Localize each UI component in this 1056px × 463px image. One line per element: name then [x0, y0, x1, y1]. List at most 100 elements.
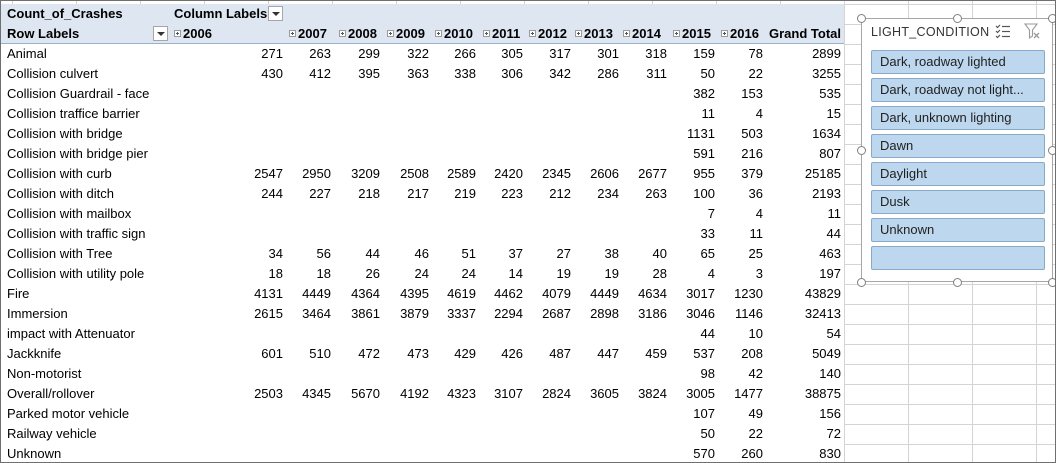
value-cell[interactable]: 382: [693, 86, 715, 101]
value-cell[interactable]: 4462: [494, 286, 523, 301]
row-label[interactable]: Collision with ditch: [7, 186, 114, 201]
table-row[interactable]: Railway vehicle 50 22 72: [1, 424, 844, 444]
row-label[interactable]: Fire: [7, 286, 30, 301]
value-cell[interactable]: 342: [549, 66, 571, 81]
year-header-0[interactable]: 2006: [174, 24, 212, 44]
slicer-item[interactable]: Dark, roadway lighted: [871, 50, 1045, 74]
value-cell[interactable]: 4: [707, 266, 715, 281]
slicer-item[interactable]: [871, 246, 1045, 270]
grand-total-cell[interactable]: 156: [819, 406, 841, 421]
row-label[interactable]: Unknown: [7, 446, 62, 461]
value-cell[interactable]: 266: [454, 46, 476, 61]
grand-total-cell[interactable]: 140: [819, 366, 841, 381]
value-cell[interactable]: 318: [645, 46, 667, 61]
slicer-item[interactable]: Daylight: [871, 162, 1045, 186]
row-label[interactable]: Collision with curb: [7, 166, 112, 181]
value-cell[interactable]: 98: [700, 366, 715, 381]
expand-icon[interactable]: [529, 30, 536, 38]
row-label[interactable]: Overall/rollover: [7, 386, 95, 401]
grand-total-cell[interactable]: 807: [819, 146, 841, 161]
value-cell[interactable]: 2547: [254, 166, 283, 181]
slicer-item[interactable]: Dark, roadway not light...: [871, 78, 1045, 102]
value-cell[interactable]: 3: [755, 266, 763, 281]
grand-total-cell[interactable]: 2899: [812, 46, 841, 61]
row-label[interactable]: Collision with Tree: [7, 246, 113, 261]
table-row[interactable]: Collision with utility pole 18 18 26 24 24 14 1…: [1, 264, 844, 284]
year-header-5[interactable]: 2011: [483, 24, 520, 44]
value-cell[interactable]: 212: [549, 186, 571, 201]
grand-total-header[interactable]: Grand Total: [769, 26, 841, 41]
value-cell[interactable]: 153: [741, 86, 763, 101]
value-cell[interactable]: 503: [741, 126, 763, 141]
value-cell[interactable]: 46: [414, 246, 429, 261]
table-row[interactable]: Collision with mailbox 7 4 11: [1, 204, 844, 224]
value-cell[interactable]: 227: [309, 186, 331, 201]
value-cell[interactable]: 100: [693, 186, 715, 201]
expand-icon[interactable]: [673, 30, 680, 38]
value-cell[interactable]: 50: [700, 426, 715, 441]
expand-icon[interactable]: [174, 30, 181, 38]
year-header-3[interactable]: 2009: [387, 24, 425, 44]
value-cell[interactable]: 217: [407, 186, 429, 201]
value-cell[interactable]: 5670: [351, 386, 380, 401]
row-label[interactable]: Collision with bridge pier: [7, 146, 148, 161]
expand-icon[interactable]: [289, 30, 296, 38]
value-cell[interactable]: 299: [358, 46, 380, 61]
grand-total-cell[interactable]: 830: [819, 446, 841, 461]
value-cell[interactable]: 2898: [590, 306, 619, 321]
value-cell[interactable]: 78: [748, 46, 763, 61]
grand-total-cell[interactable]: 1634: [812, 126, 841, 141]
value-cell[interactable]: 2677: [638, 166, 667, 181]
table-row[interactable]: impact with Attenuator 44 10 54: [1, 324, 844, 344]
table-row[interactable]: Collision with bridge pier 591 216 807: [1, 144, 844, 164]
value-cell[interactable]: 472: [358, 346, 380, 361]
table-row[interactable]: Unknown 570 260 830: [1, 444, 844, 462]
value-cell[interactable]: 19: [556, 266, 571, 281]
value-cell[interactable]: 3017: [686, 286, 715, 301]
value-cell[interactable]: 234: [597, 186, 619, 201]
row-label[interactable]: Collision with utility pole: [7, 266, 145, 281]
table-row[interactable]: Collision traffice barrier 11 4 15: [1, 104, 844, 124]
table-row[interactable]: Immersion 2615 3464 3861 3879 3337 2294 2687 289…: [1, 304, 844, 324]
grand-total-cell[interactable]: 38875: [804, 386, 841, 401]
value-cell[interactable]: 7: [707, 206, 715, 221]
light-condition-slicer[interactable]: LIGHT_CONDITION Dark, roadway lighted Dar…: [861, 18, 1053, 282]
row-label[interactable]: Collision Guardrail - face: [7, 86, 150, 101]
value-cell[interactable]: 44: [365, 246, 380, 261]
slicer-resize-handle-bl[interactable]: [857, 278, 866, 287]
year-header-6[interactable]: 2012: [529, 24, 567, 44]
grand-total-cell[interactable]: 5049: [812, 346, 841, 361]
value-cell[interactable]: 395: [358, 66, 380, 81]
value-cell[interactable]: 159: [693, 46, 715, 61]
value-cell[interactable]: 4079: [542, 286, 571, 301]
value-cell[interactable]: 33: [700, 226, 715, 241]
value-cell[interactable]: 3824: [638, 386, 667, 401]
value-field-label[interactable]: Count_of_Crashes: [7, 6, 123, 21]
table-row[interactable]: Collision with curb 2547 2950 3209 2508 2589 2…: [1, 164, 844, 184]
value-cell[interactable]: 3186: [638, 306, 667, 321]
expand-icon[interactable]: [435, 30, 442, 38]
value-cell[interactable]: 447: [597, 346, 619, 361]
expand-icon[interactable]: [623, 30, 630, 38]
table-row[interactable]: Non-motorist 98 42 140: [1, 364, 844, 384]
expand-icon[interactable]: [575, 30, 582, 38]
value-cell[interactable]: 3005: [686, 386, 715, 401]
value-cell[interactable]: 338: [454, 66, 476, 81]
value-cell[interactable]: 18: [268, 266, 283, 281]
value-cell[interactable]: 317: [549, 46, 571, 61]
year-header-1[interactable]: 2007: [289, 24, 327, 44]
value-cell[interactable]: 208: [741, 346, 763, 361]
table-row[interactable]: Collision with traffic sign 33 11 44: [1, 224, 844, 244]
value-cell[interactable]: 263: [309, 46, 331, 61]
value-cell[interactable]: 4449: [590, 286, 619, 301]
value-cell[interactable]: 218: [358, 186, 380, 201]
value-cell[interactable]: 4131: [254, 286, 283, 301]
value-cell[interactable]: 459: [645, 346, 667, 361]
value-cell[interactable]: 216: [741, 146, 763, 161]
slicer-resize-handle-mr[interactable]: [1048, 146, 1055, 155]
grand-total-cell[interactable]: 11: [827, 206, 842, 221]
value-cell[interactable]: 4449: [302, 286, 331, 301]
value-cell[interactable]: 223: [501, 186, 523, 201]
row-label[interactable]: Collision with bridge: [7, 126, 123, 141]
grand-total-cell[interactable]: 44: [826, 226, 841, 241]
